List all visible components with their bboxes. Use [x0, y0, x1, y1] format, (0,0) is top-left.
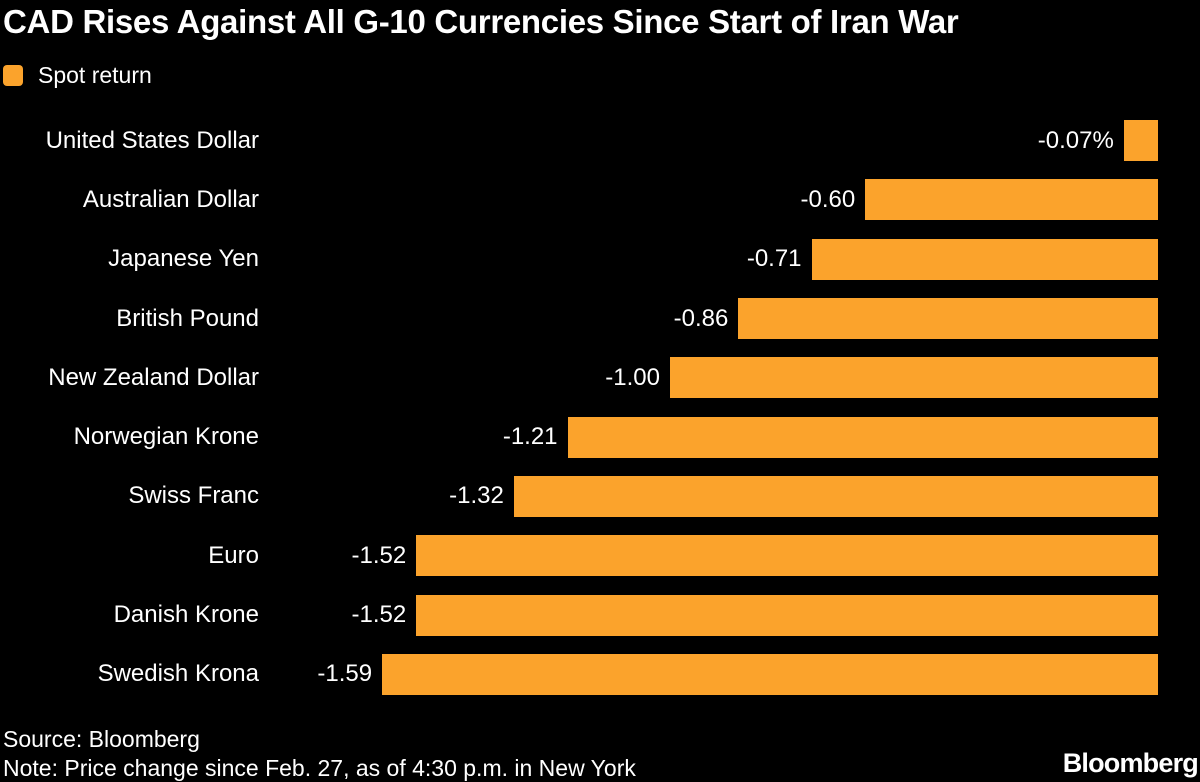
- category-label: Australian Dollar: [82, 185, 259, 213]
- value-label: -0.86: [673, 304, 729, 332]
- value-label: -1.32: [449, 482, 504, 510]
- category-label: British Pound: [116, 304, 259, 332]
- category-label: United States Dollar: [45, 126, 259, 154]
- bar-row: Australian Dollar -0.60: [0, 170, 1200, 229]
- category-label: Japanese Yen: [108, 245, 259, 273]
- value-label: -1.59: [317, 660, 373, 688]
- spot-return-bar: [738, 298, 1158, 340]
- bar-row: Norwegian Krone -1.21: [0, 407, 1200, 466]
- footnote: Note: Price change since Feb. 27, as of …: [3, 755, 636, 781]
- bar-row: Swiss Franc -1.32: [0, 467, 1200, 526]
- bloomberg-logo: Bloomberg: [1062, 748, 1199, 778]
- source-note: Source: Bloomberg: [3, 726, 200, 752]
- spot-return-bar: [513, 475, 1158, 517]
- category-label: Swedish Krona: [97, 660, 259, 688]
- value-label: -0.60: [800, 185, 856, 213]
- bar-rows: United States Dollar -0.07% Australian Dol…: [0, 111, 1200, 704]
- chart-title: CAD Rises Against All G-10 Currencies Si…: [3, 3, 959, 40]
- bar-row: British Pound -0.86: [0, 289, 1200, 348]
- spot-return-bar: [416, 535, 1158, 577]
- bar-row: Swedish Krona -1.59: [0, 645, 1200, 704]
- spot-return-bar: [811, 238, 1158, 280]
- spot-return-bar: [416, 594, 1158, 636]
- legend-swatch-icon: [3, 64, 23, 86]
- value-label: -1.21: [502, 423, 558, 451]
- spot-return-bar: [382, 653, 1158, 695]
- value-label: -0.07%: [1037, 126, 1114, 154]
- bar-row: New Zealand Dollar -1.00: [0, 348, 1200, 407]
- spot-return-bar: [1123, 120, 1158, 162]
- legend-label: Spot return: [38, 61, 152, 88]
- value-label: -1.52: [351, 541, 407, 569]
- value-label: -1.52: [351, 601, 407, 629]
- category-label: New Zealand Dollar: [48, 363, 259, 391]
- value-label: -0.71: [746, 245, 802, 273]
- category-label: Norwegian Krone: [73, 423, 259, 451]
- category-label: Danish Krone: [113, 601, 259, 629]
- bar-row: Danish Krone -1.52: [0, 585, 1200, 644]
- spot-return-bar: [567, 416, 1158, 458]
- category-label: Euro: [208, 541, 259, 569]
- bar-row: United States Dollar -0.07%: [0, 111, 1200, 170]
- legend: Spot return: [3, 62, 152, 88]
- spot-return-bar: [865, 179, 1158, 221]
- bar-row: Euro -1.52: [0, 526, 1200, 585]
- value-label: -1.00: [605, 363, 660, 391]
- category-label: Swiss Franc: [128, 482, 259, 510]
- spot-return-bar: [670, 357, 1158, 399]
- bar-row: Japanese Yen -0.71: [0, 230, 1200, 289]
